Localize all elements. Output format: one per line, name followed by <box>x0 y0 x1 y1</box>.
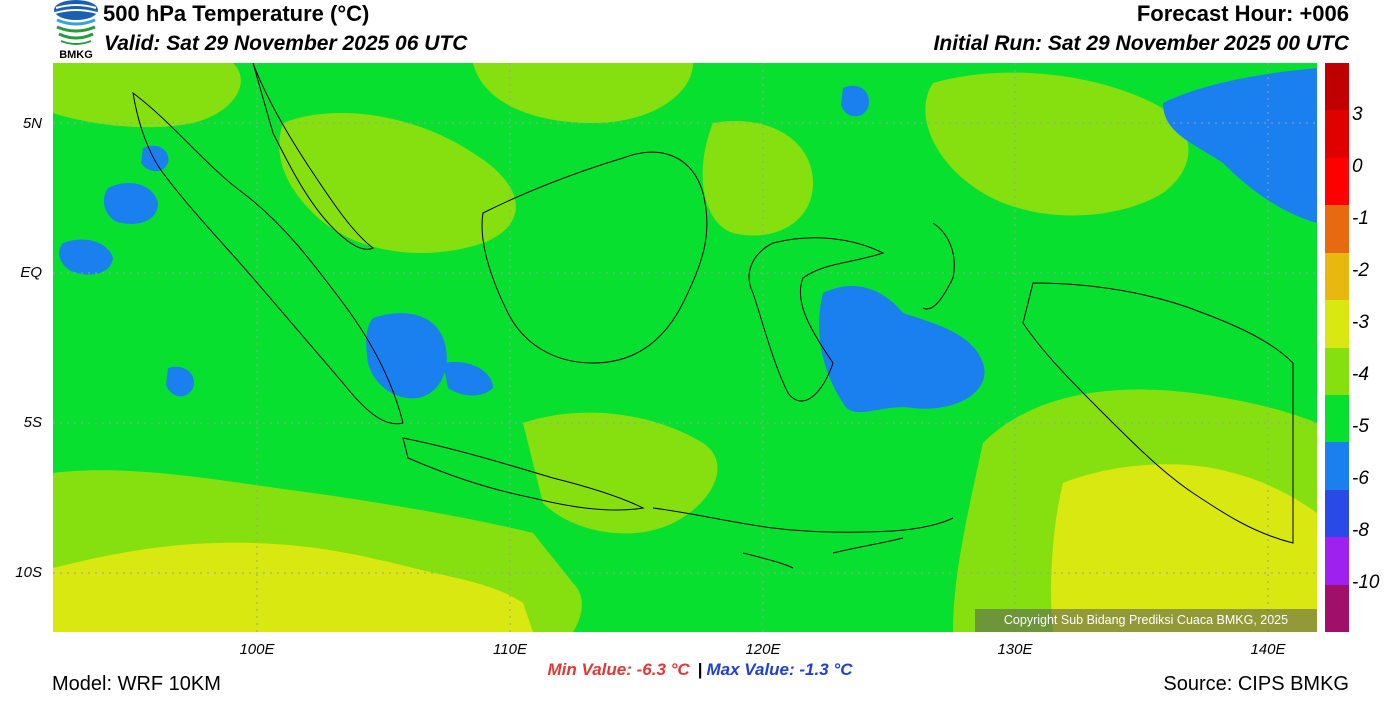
colorbar-segment <box>1325 63 1349 111</box>
south-west-yellow-area <box>53 542 533 632</box>
colorbar-segment <box>1325 442 1349 491</box>
cold-patch-andaman-2 <box>59 239 113 275</box>
forecast-hour: Forecast Hour: +006 <box>1136 1 1349 26</box>
cold-patch-andaman-1 <box>103 183 158 224</box>
colorbar-segment <box>1325 537 1349 586</box>
colorbar-label-minus4: -4 <box>1352 364 1369 385</box>
cold-patch-west-small <box>166 366 194 397</box>
min-max-separator: | <box>697 660 703 679</box>
bmkg-logo: BMKG <box>54 0 98 60</box>
lon-label-140e: 140E <box>1250 641 1286 658</box>
papua-coast <box>1022 282 1294 544</box>
malay-peninsula-coast <box>252 63 374 250</box>
lat-label-10s: 10S <box>15 564 42 581</box>
borneo-coast <box>481 151 708 364</box>
cold-patch-maluku <box>913 350 978 390</box>
cold-patch-malay <box>141 145 169 172</box>
north-west-warm-area <box>53 63 241 128</box>
chart-title: 500 hPa Temperature (°C) <box>103 1 370 26</box>
colorbar-label-minus8: -8 <box>1352 520 1369 541</box>
timor-coast <box>832 537 904 554</box>
sumatra-coast <box>132 91 404 425</box>
min-max-values: Min Value: -6.3 °C | Max Value: -1.3 °C <box>0 660 1400 680</box>
south-east-yellow-area <box>1051 464 1317 632</box>
colorbar-segment <box>1325 394 1349 443</box>
model-label: Model: WRF 10KM <box>52 673 221 695</box>
lat-label-5s: 5S <box>23 414 42 431</box>
colorbar-segment <box>1325 252 1349 301</box>
colorbar-segment <box>1325 300 1349 348</box>
colorbar-label-minus2: -2 <box>1352 260 1369 281</box>
nusa-tenggara-coast <box>652 507 954 533</box>
cold-patch-sumatra <box>366 313 447 399</box>
valid-time: Valid: Sat 29 November 2025 06 UTC <box>104 32 468 55</box>
lon-label-100e: 100E <box>239 641 275 658</box>
graticule <box>53 63 1317 632</box>
min-value: Min Value: -6.3 °C <box>547 660 690 679</box>
colorbar-segment <box>1325 489 1349 538</box>
colorbar-segment <box>1325 157 1349 206</box>
colorbar-segment <box>1325 347 1349 396</box>
north-central-warm-area <box>279 113 516 253</box>
colorbar-segment <box>1325 110 1349 159</box>
sulawesi-coast <box>748 237 885 402</box>
temperature-map <box>53 63 1317 632</box>
lat-label-eq: EQ <box>20 264 42 281</box>
north-far-east-warm-area <box>925 72 1189 216</box>
coastlines <box>132 63 1294 569</box>
initial-run: Initial Run: Sat 29 November 2025 00 UTC <box>933 32 1349 55</box>
source-label: Source: CIPS BMKG <box>1163 673 1349 695</box>
colorbar-label-minus10: -10 <box>1352 572 1380 593</box>
central-south-green-yellow <box>523 412 718 534</box>
java-coast <box>402 437 645 511</box>
lon-label-130e: 130E <box>997 641 1033 658</box>
north-east-warm-area <box>702 121 813 236</box>
lon-label-110e: 110E <box>493 641 527 658</box>
colorbar-label-3: 3 <box>1352 104 1363 125</box>
colorbar-label-minus6: -6 <box>1352 468 1369 489</box>
colorbar-label-minus3: -3 <box>1352 312 1369 333</box>
logo-text: BMKG <box>59 49 93 60</box>
colorbar-segment <box>1325 584 1349 633</box>
halmahera-coast <box>922 222 955 310</box>
colorbar <box>1325 63 1349 633</box>
cold-patch-north-small <box>841 85 869 117</box>
max-value: Max Value: -1.3 °C <box>706 660 853 679</box>
cold-patch-far-north-east <box>1163 68 1317 223</box>
colorbar-label-minus5: -5 <box>1352 416 1369 437</box>
lon-label-120e: 120E <box>745 641 781 658</box>
sumba-coast <box>742 552 794 569</box>
colorbar-label-0: 0 <box>1352 156 1363 177</box>
copyright-notice: Copyright Sub Bidang Prediksi Cuaca BMKG… <box>975 609 1317 632</box>
lat-label-5n: 5N <box>22 115 42 132</box>
colorbar-segment <box>1325 205 1349 254</box>
north-mid-warm-area <box>473 63 693 123</box>
colorbar-label-minus1: -1 <box>1352 208 1369 229</box>
cold-patch-java-sea <box>443 362 493 396</box>
